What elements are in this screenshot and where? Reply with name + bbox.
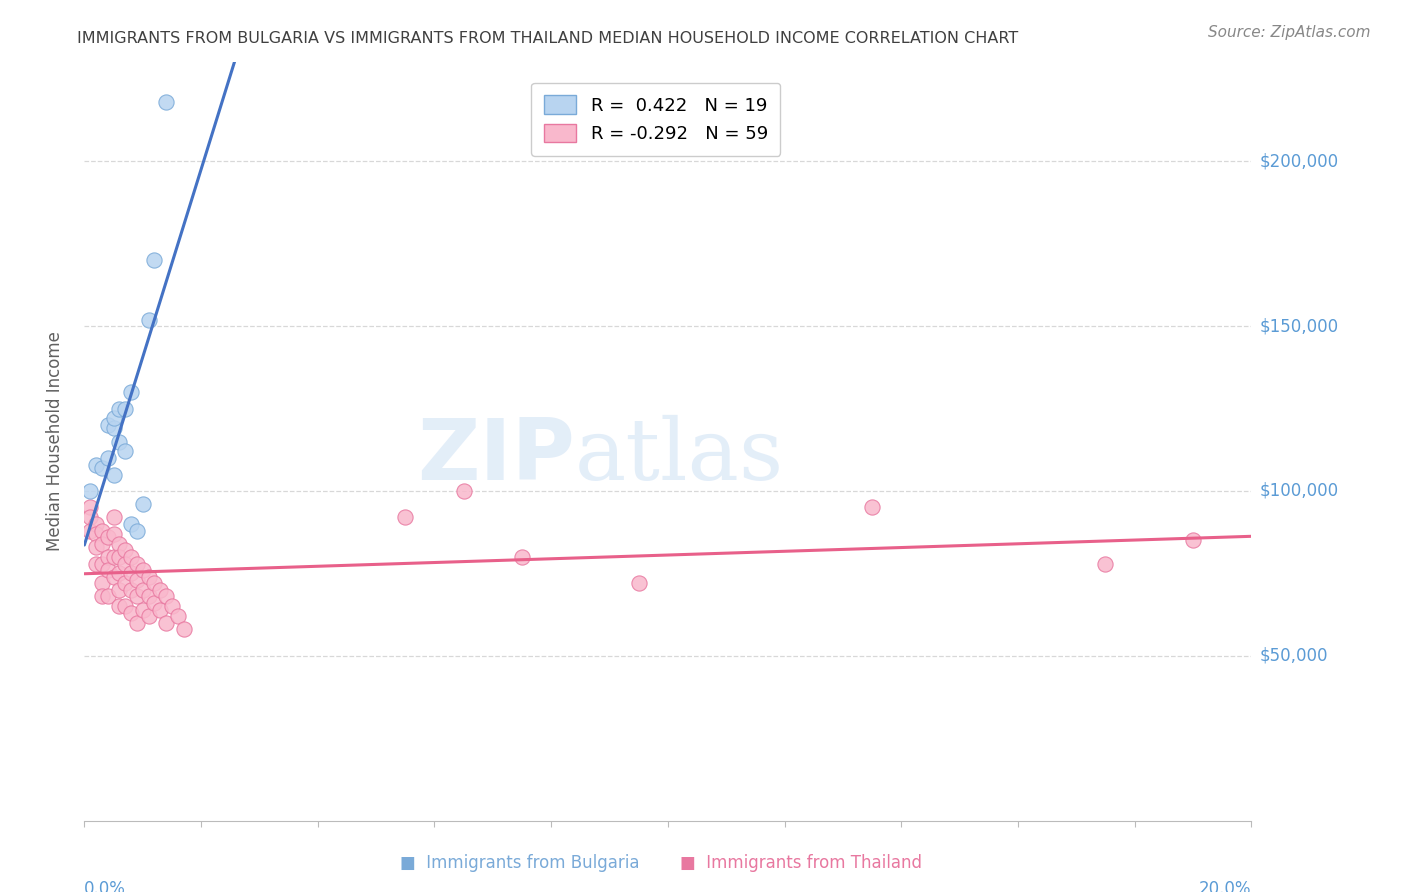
Text: $150,000: $150,000: [1260, 318, 1339, 335]
Point: [120, 385, 142, 400]
Point: [125, 615, 148, 630]
Text: Source: ZipAtlas.com: Source: ZipAtlas.com: [1208, 25, 1371, 40]
Point: [120, 549, 142, 564]
Point: [166, 609, 188, 624]
Point: [125, 590, 148, 604]
Point: [103, 467, 125, 482]
Point: [143, 596, 166, 610]
Point: [132, 497, 155, 511]
Point: [138, 590, 160, 604]
Point: [155, 95, 177, 109]
Text: $50,000: $50,000: [1260, 647, 1329, 665]
Text: IMMIGRANTS FROM BULGARIA VS IMMIGRANTS FROM THAILAND MEDIAN HOUSEHOLD INCOME COR: IMMIGRANTS FROM BULGARIA VS IMMIGRANTS F…: [77, 31, 1018, 46]
Text: atlas: atlas: [575, 415, 783, 499]
Point: [108, 434, 131, 449]
Text: ■  Immigrants from Bulgaria: ■ Immigrants from Bulgaria: [401, 855, 640, 872]
Point: [84, 526, 107, 541]
Point: [90, 590, 112, 604]
Point: [627, 576, 650, 591]
Point: [1094, 557, 1116, 571]
Point: [114, 576, 136, 591]
Point: [114, 444, 136, 458]
Point: [120, 566, 142, 581]
Point: [108, 599, 131, 614]
Point: [138, 570, 160, 584]
Y-axis label: Median Household Income: Median Household Income: [45, 332, 63, 551]
Point: [149, 602, 172, 616]
Point: [120, 606, 142, 620]
Point: [103, 411, 125, 425]
Point: [114, 557, 136, 571]
Point: [97, 563, 120, 577]
Point: [143, 576, 166, 591]
Point: [120, 516, 142, 531]
Point: [79, 510, 101, 524]
Point: [79, 524, 101, 538]
Point: [103, 526, 125, 541]
Point: [103, 549, 125, 564]
Point: [1182, 533, 1205, 548]
Point: [143, 253, 166, 268]
Text: $200,000: $200,000: [1260, 153, 1339, 170]
Point: [114, 543, 136, 558]
Text: 20.0%: 20.0%: [1199, 880, 1251, 892]
Point: [132, 582, 155, 597]
Point: [160, 599, 183, 614]
Point: [138, 609, 160, 624]
Text: ■  Immigrants from Thailand: ■ Immigrants from Thailand: [681, 855, 922, 872]
Point: [84, 540, 107, 554]
Point: [108, 549, 131, 564]
Point: [860, 500, 883, 515]
Legend: R =  0.422   N = 19, R = -0.292   N = 59: R = 0.422 N = 19, R = -0.292 N = 59: [531, 83, 780, 156]
Point: [120, 582, 142, 597]
Point: [132, 563, 155, 577]
Point: [108, 566, 131, 581]
Point: [114, 599, 136, 614]
Point: [90, 576, 112, 591]
Point: [138, 312, 160, 326]
Point: [132, 602, 155, 616]
Point: [103, 570, 125, 584]
Point: [79, 500, 101, 515]
Point: [84, 557, 107, 571]
Point: [84, 516, 107, 531]
Point: [84, 458, 107, 472]
Point: [97, 450, 120, 465]
Point: [394, 510, 416, 524]
Point: [108, 582, 131, 597]
Point: [108, 401, 131, 416]
Point: [125, 557, 148, 571]
Point: [90, 524, 112, 538]
Point: [510, 549, 533, 564]
Point: [453, 483, 475, 498]
Point: [97, 418, 120, 433]
Point: [155, 590, 177, 604]
Point: [108, 537, 131, 551]
Point: [90, 461, 112, 475]
Point: [173, 623, 195, 637]
Point: [149, 582, 172, 597]
Text: ZIP: ZIP: [416, 415, 575, 499]
Point: [90, 537, 112, 551]
Point: [103, 421, 125, 435]
Point: [97, 549, 120, 564]
Point: [103, 510, 125, 524]
Point: [114, 401, 136, 416]
Point: [125, 524, 148, 538]
Point: [125, 573, 148, 587]
Point: [97, 530, 120, 544]
Point: [97, 590, 120, 604]
Point: [90, 557, 112, 571]
Point: [79, 483, 101, 498]
Text: 0.0%: 0.0%: [84, 880, 127, 892]
Point: [155, 615, 177, 630]
Text: $100,000: $100,000: [1260, 482, 1339, 500]
